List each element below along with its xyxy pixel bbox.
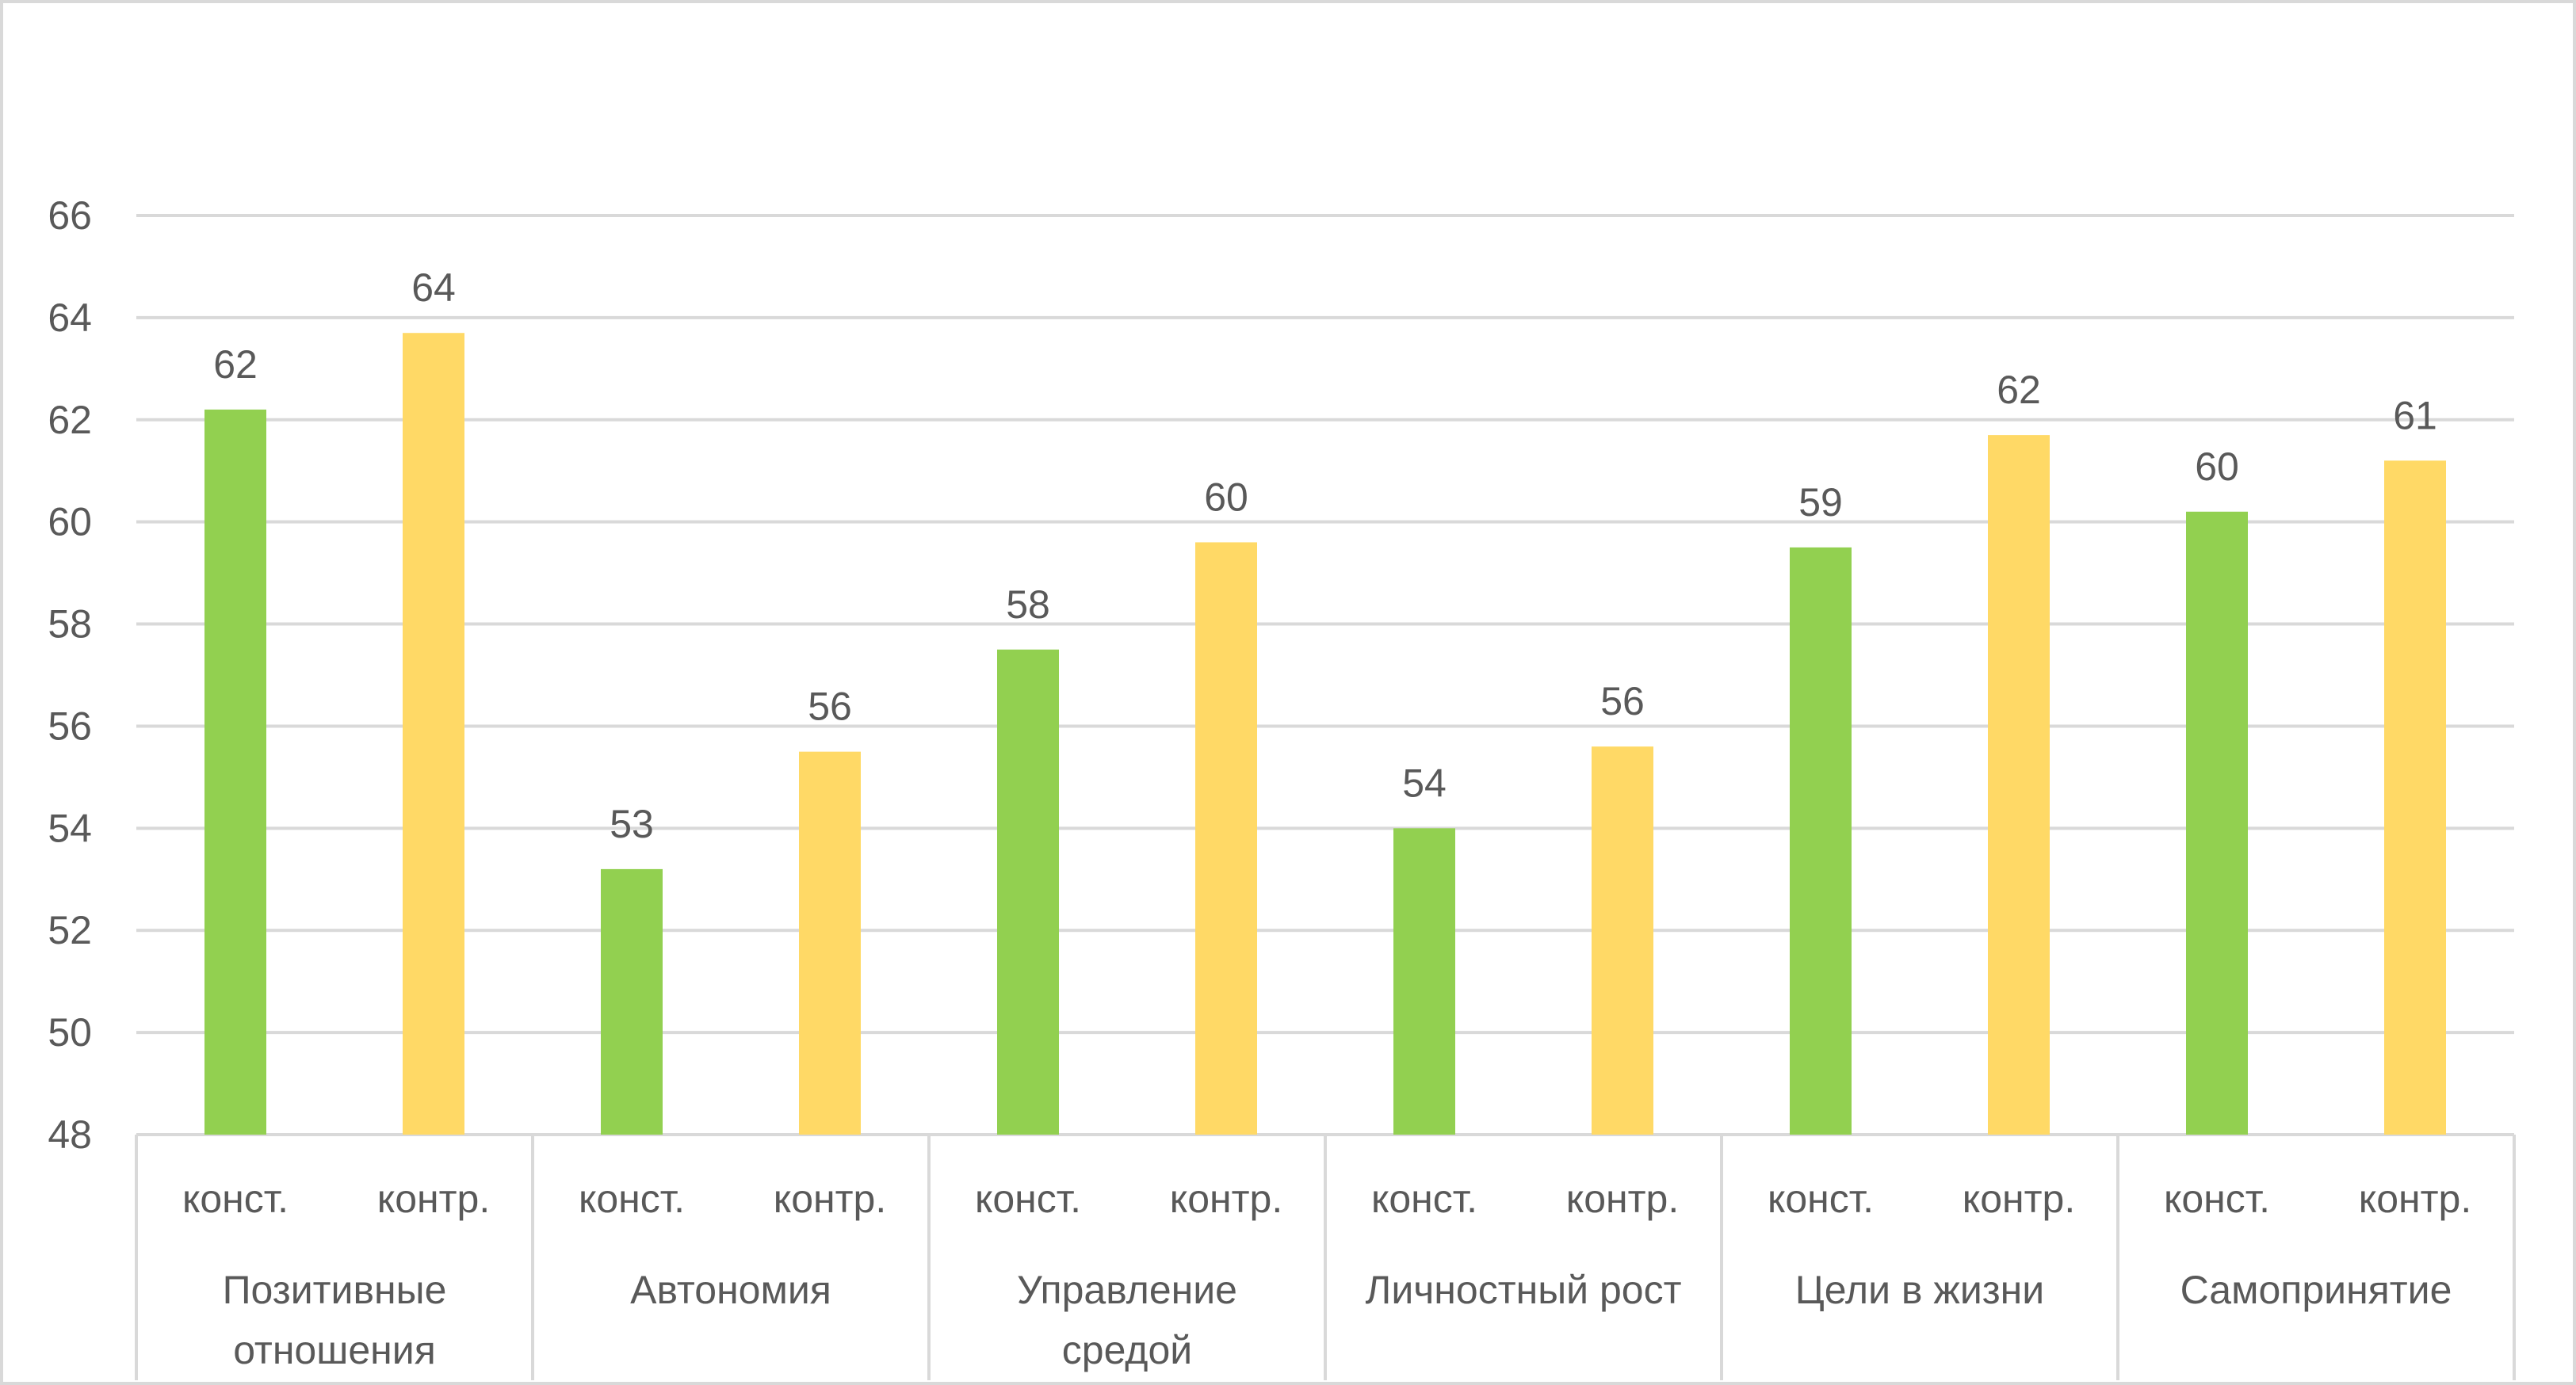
- data-label: 64: [411, 265, 456, 310]
- bar-konst: [1790, 547, 1852, 1135]
- category-label: контр.: [774, 1177, 886, 1221]
- y-tick-label: 48: [48, 1112, 92, 1157]
- data-label: 62: [1997, 368, 2041, 412]
- y-tick-label: 58: [48, 602, 92, 647]
- bar-kontr: [1195, 542, 1257, 1135]
- bar-kontr: [403, 333, 464, 1135]
- data-label: 53: [610, 802, 654, 846]
- data-label: 56: [808, 685, 852, 729]
- bar-kontr: [1988, 435, 2050, 1135]
- category-label: контр.: [2359, 1177, 2471, 1221]
- group-label: Управление: [1017, 1268, 1237, 1312]
- y-tick-label: 52: [48, 908, 92, 952]
- data-label: 58: [1006, 582, 1050, 627]
- group-label: Личностный рост: [1366, 1268, 1682, 1312]
- category-label: контр.: [1963, 1177, 2075, 1221]
- category-label: конст.: [579, 1177, 685, 1221]
- bar-kontr: [1592, 746, 1653, 1135]
- category-label: контр.: [1566, 1177, 1679, 1221]
- y-tick-label: 56: [48, 704, 92, 748]
- bar-konst: [204, 409, 266, 1135]
- category-label: конст.: [975, 1177, 1081, 1221]
- data-label: 59: [1798, 480, 1843, 525]
- group-label: Автономия: [630, 1268, 831, 1312]
- category-label: контр.: [1170, 1177, 1282, 1221]
- bar-konst: [2186, 511, 2248, 1135]
- group-label: Позитивные: [223, 1268, 447, 1312]
- y-tick-label: 60: [48, 500, 92, 544]
- category-label: конст.: [1768, 1177, 1874, 1221]
- y-tick-label: 54: [48, 806, 92, 850]
- bar-konst: [1393, 828, 1455, 1135]
- y-tick-label: 64: [48, 296, 92, 340]
- data-label: 60: [1204, 475, 1248, 519]
- y-tick-label: 62: [48, 398, 92, 442]
- group-label: Самопринятие: [2180, 1268, 2452, 1312]
- group-label: Цели в жизни: [1795, 1268, 2044, 1312]
- group-label: средой: [1062, 1328, 1192, 1372]
- data-label: 60: [2195, 444, 2239, 489]
- data-label: 54: [1402, 761, 1447, 805]
- bar-konst: [997, 649, 1059, 1135]
- data-label: 61: [2393, 393, 2437, 437]
- bar-chart: 48 50 52 54 56 58 60 62 64 66 62 конст. 64 контр. Пози…: [48, 193, 2516, 1380]
- bar-konst: [601, 868, 663, 1135]
- bar-kontr: [799, 751, 861, 1135]
- category-label: конст.: [2164, 1177, 2270, 1221]
- category-label: конст.: [182, 1177, 289, 1221]
- group-label: отношения: [233, 1328, 436, 1372]
- data-label: 56: [1600, 679, 1645, 723]
- category-label: конст.: [1371, 1177, 1477, 1221]
- y-tick-label: 66: [48, 193, 92, 238]
- y-tick-label: 50: [48, 1010, 92, 1055]
- bar-kontr: [2384, 460, 2446, 1135]
- data-label: 62: [213, 342, 258, 387]
- category-label: контр.: [377, 1177, 490, 1221]
